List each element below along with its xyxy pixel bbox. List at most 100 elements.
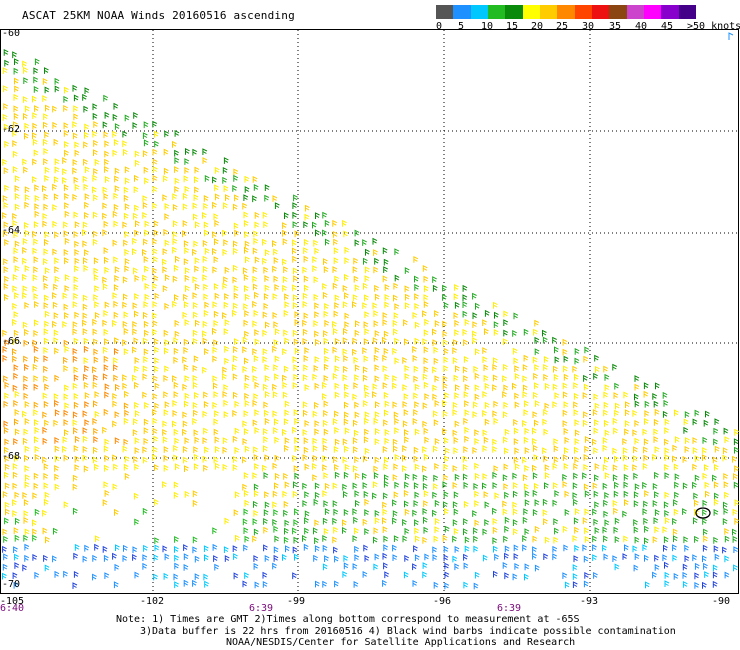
wind-barb	[422, 474, 428, 482]
wind-barb	[402, 445, 407, 452]
wind-barb	[264, 491, 269, 498]
wind-barb	[443, 302, 449, 309]
wind-barb	[692, 481, 697, 489]
wind-barb	[492, 384, 497, 392]
wind-barb	[514, 372, 520, 380]
wind-barb	[54, 445, 60, 453]
wind-barb	[493, 400, 499, 408]
wind-barb	[572, 564, 578, 571]
wind-barb	[135, 220, 140, 227]
wind-barb	[152, 417, 158, 425]
wind-barb	[54, 275, 60, 283]
wind-barb	[454, 319, 460, 327]
wind-barb	[664, 463, 669, 471]
wind-barb	[732, 455, 737, 463]
wind-barb	[54, 266, 60, 273]
wind-barb	[333, 247, 339, 255]
wind-barb	[112, 454, 118, 462]
wind-barb	[513, 490, 518, 498]
wind-barb	[633, 491, 639, 499]
wind-barb	[114, 411, 120, 418]
wind-barb	[412, 311, 418, 319]
wind-barb	[392, 401, 398, 409]
wind-barb	[463, 473, 468, 481]
wind-barb	[144, 282, 150, 290]
wind-barb	[22, 246, 27, 254]
wind-barb	[602, 437, 608, 444]
wind-barb	[414, 527, 420, 535]
scale-swatch	[557, 5, 576, 19]
wind-barb	[292, 211, 298, 219]
wind-barb	[603, 510, 609, 518]
wind-barb	[294, 436, 300, 444]
wind-barb	[312, 265, 318, 272]
wind-barb	[442, 399, 447, 407]
wind-barb	[54, 166, 60, 174]
wind-barb	[272, 311, 278, 319]
wind-barb	[54, 473, 60, 481]
wind-barb	[414, 321, 420, 329]
wind-barb	[474, 490, 480, 498]
wind-barb	[143, 121, 149, 129]
wind-barb	[152, 174, 158, 182]
wind-barb	[734, 446, 739, 454]
wind-barb	[162, 285, 168, 292]
wind-barb	[133, 186, 139, 193]
wind-barb	[163, 167, 169, 175]
wind-barb	[192, 292, 198, 299]
wind-barb	[625, 401, 630, 408]
wind-barb	[564, 447, 569, 454]
wind-barb	[144, 265, 149, 273]
wind-barb	[644, 537, 649, 545]
wind-barb	[574, 526, 579, 534]
wind-barb	[143, 166, 149, 174]
wind-barb	[472, 510, 477, 517]
wind-barb	[14, 185, 20, 192]
wind-barb	[694, 409, 700, 417]
wind-barb	[712, 456, 718, 464]
wind-barb	[262, 571, 268, 579]
wind-barb	[34, 105, 39, 112]
wind-barb	[173, 444, 178, 452]
note-line-3: NOAA/NESDIS/Center for Satellite Applica…	[226, 637, 576, 648]
wind-barb	[182, 445, 188, 453]
wind-barb	[452, 501, 458, 508]
wind-barb	[502, 411, 508, 418]
wind-barb	[92, 238, 98, 246]
wind-barb	[462, 328, 468, 336]
wind-barb	[174, 294, 179, 301]
wind-barb	[182, 203, 188, 211]
wind-barb	[423, 357, 429, 365]
wind-barb	[423, 366, 429, 373]
wind-barb	[323, 409, 328, 417]
wind-barb	[312, 462, 317, 470]
wind-barb	[263, 445, 268, 453]
wind-barb	[33, 293, 39, 300]
wind-barb	[343, 562, 349, 570]
wind-barb	[472, 337, 478, 345]
wind-barb	[322, 291, 328, 299]
wind-barb	[14, 408, 20, 416]
wind-barb	[63, 454, 69, 462]
wind-barb	[194, 265, 200, 273]
wind-barb	[184, 465, 189, 472]
wind-barb	[282, 553, 287, 561]
wind-barb	[493, 545, 498, 553]
wind-barb	[382, 354, 388, 362]
wind-barb	[43, 355, 49, 363]
wind-barb	[164, 302, 170, 310]
wind-barb	[194, 166, 200, 174]
wind-barb	[92, 103, 98, 111]
wind-barb	[303, 543, 309, 551]
wind-barb	[664, 571, 670, 579]
wind-barb	[103, 408, 109, 416]
wind-barb	[114, 347, 119, 355]
wind-barb	[424, 318, 430, 326]
wind-barb	[292, 255, 298, 263]
wind-barb	[563, 401, 569, 409]
wind-barb	[414, 401, 420, 408]
wind-barb	[404, 267, 410, 274]
wind-barb	[302, 454, 308, 461]
wind-barb	[402, 356, 408, 364]
wind-barb	[122, 301, 128, 309]
